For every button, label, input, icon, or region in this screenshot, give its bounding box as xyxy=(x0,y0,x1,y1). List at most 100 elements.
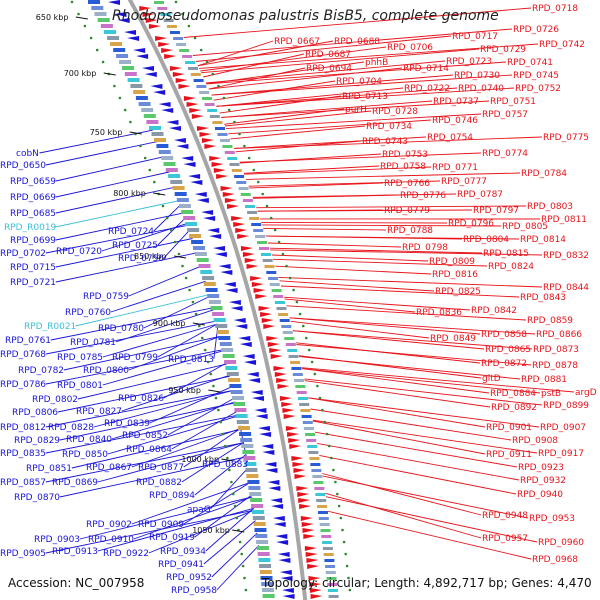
gene-label-left[interactable]: cobN xyxy=(16,149,39,159)
gene-label-left[interactable]: RPD_0721 xyxy=(10,278,56,288)
gene-label-right[interactable]: RPD_0723 xyxy=(446,57,492,67)
gene-label-right[interactable]: RPD_0805 xyxy=(502,222,548,232)
gene-label-right[interactable]: argD xyxy=(575,388,597,398)
gene-label-right[interactable]: RPD_0842 xyxy=(471,306,517,316)
gene-label-left[interactable]: RPD_0883 xyxy=(202,460,248,470)
gene-label-right[interactable]: gltD xyxy=(482,374,501,384)
gene-label-left[interactable]: RPD_0910 xyxy=(88,535,134,545)
gene-label-left[interactable]: RPD_0801 xyxy=(57,381,103,391)
gene-label-right[interactable]: RPD_0932 xyxy=(520,476,566,486)
gene-label-right[interactable]: RPD_0694 xyxy=(306,64,352,74)
gene-label-left[interactable]: RPD_0905 xyxy=(0,549,46,559)
gene-label-left[interactable]: RPD_0922 xyxy=(103,549,149,559)
gene-label-right[interactable]: RPD_0753 xyxy=(382,150,428,160)
gene-label-left[interactable]: RPD_0781 xyxy=(70,338,116,348)
gene-label-right[interactable]: RPD_0729 xyxy=(480,45,526,55)
gene-label-left[interactable]: RPD_0799 xyxy=(112,353,158,363)
gene-label-right[interactable]: RPD_0878 xyxy=(532,361,578,371)
gene-label-left[interactable]: RPD_0813 xyxy=(168,355,214,365)
gene-label-right[interactable]: RPD_0687 xyxy=(305,50,351,60)
gene-label-right[interactable]: RPD_0742 xyxy=(539,40,585,50)
gene-label-right[interactable]: RPD_0866 xyxy=(536,330,582,340)
rna-gene-label[interactable]: RPD_R0021 xyxy=(24,322,76,332)
gene-label-right[interactable]: RPD_0892 xyxy=(491,403,537,413)
gene-label-right[interactable]: RPD_0704 xyxy=(336,77,382,87)
gene-label-right[interactable]: RPD_0754 xyxy=(427,133,473,143)
gene-label-right[interactable]: purH xyxy=(345,105,367,115)
gene-label-right[interactable]: RPD_0743 xyxy=(362,137,408,147)
gene-label-left[interactable]: RPD_0685 xyxy=(10,209,56,219)
gene-label-right[interactable]: RPD_0734 xyxy=(366,122,412,132)
gene-label-right[interactable]: RPD_0777 xyxy=(441,177,487,187)
gene-label-right[interactable]: RPD_0849 xyxy=(430,334,476,344)
gene-label-right[interactable]: RPD_0728 xyxy=(372,107,418,117)
gene-label-left[interactable]: RPD_0851 xyxy=(26,464,72,474)
gene-label-right[interactable]: RPD_0836 xyxy=(416,308,462,318)
gene-label-right[interactable]: RPD_0774 xyxy=(482,149,528,159)
gene-label-left[interactable]: RPD_0806 xyxy=(12,408,58,418)
gene-label-right[interactable]: RPD_0957 xyxy=(482,534,528,544)
gene-label-right[interactable]: RPD_0788 xyxy=(387,226,433,236)
gene-label-right[interactable]: RPD_0796 xyxy=(448,219,494,229)
gene-label-left[interactable]: RPD_0720 xyxy=(56,247,102,257)
gene-label-left[interactable]: RPD_0669 xyxy=(10,193,56,203)
gene-label-right[interactable]: RPD_0751 xyxy=(490,97,536,107)
gene-label-right[interactable]: RPD_0844 xyxy=(543,283,589,293)
gene-label-right[interactable]: pstB xyxy=(541,389,561,399)
gene-label-left[interactable]: RPD_0725 xyxy=(112,241,158,251)
gene-label-right[interactable]: RPD_0784 xyxy=(521,169,567,179)
gene-label-right[interactable]: RPD_0718 xyxy=(532,4,578,14)
gene-label-left[interactable]: RPD_0827 xyxy=(76,407,122,417)
gene-label-right[interactable]: RPD_0741 xyxy=(507,58,553,68)
gene-label-left[interactable]: RPD_0869 xyxy=(52,478,98,488)
gene-label-left[interactable]: RPD_0867 xyxy=(86,463,132,473)
gene-label-right[interactable]: RPD_0948 xyxy=(482,511,528,521)
gene-label-right[interactable]: RPD_0872 xyxy=(481,359,527,369)
gene-label-right[interactable]: RPD_0714 xyxy=(403,64,449,74)
gene-label-right[interactable]: RPD_0899 xyxy=(543,401,589,411)
gene-label-right[interactable]: RPD_0787 xyxy=(457,190,503,200)
gene-label-left[interactable]: RPD_0958 xyxy=(171,586,217,596)
gene-label-left[interactable]: RPD_0857 xyxy=(0,478,46,488)
gene-label-right[interactable]: RPD_0815 xyxy=(483,249,529,259)
rna-gene-label[interactable]: RPD_R0019 xyxy=(4,223,57,233)
gene-label-right[interactable]: RPD_0873 xyxy=(533,345,579,355)
gene-label-left[interactable]: RPD_0913 xyxy=(52,547,98,557)
gene-label-right[interactable]: RPD_0757 xyxy=(482,110,528,120)
gene-label-right[interactable]: RPD_0798 xyxy=(402,243,448,253)
gene-label-right[interactable]: RPD_0824 xyxy=(488,262,534,272)
gene-label-right[interactable]: RPD_0953 xyxy=(529,514,575,524)
gene-label-left[interactable]: RPD_0894 xyxy=(149,491,195,501)
gene-label-right[interactable]: RPD_0758 xyxy=(380,162,426,172)
gene-label-right[interactable]: RPD_0960 xyxy=(538,538,584,548)
gene-label-right[interactable]: RPD_0766 xyxy=(384,179,430,189)
gene-label-left[interactable]: RPD_0782 xyxy=(18,366,64,376)
gene-label-right[interactable]: RPD_0825 xyxy=(435,287,481,297)
gene-label-right[interactable]: RPD_0858 xyxy=(481,330,527,340)
gene-label-left[interactable]: RPD_0864 xyxy=(126,445,172,455)
gene-label-right[interactable]: RPD_0804 xyxy=(463,235,509,245)
gene-label-right[interactable]: RPD_0901 xyxy=(486,423,532,433)
gene-label-left[interactable]: RPD_0828 xyxy=(48,423,94,433)
gene-label-left[interactable]: RPD_0785 xyxy=(57,353,103,363)
gene-label-left[interactable]: apaG xyxy=(187,505,211,515)
gene-label-right[interactable]: phhB xyxy=(365,58,388,68)
gene-label-right[interactable]: RPD_0940 xyxy=(517,490,563,500)
gene-label-left[interactable]: RPD_0877 xyxy=(138,463,184,473)
gene-label-left[interactable]: RPD_0761 xyxy=(5,336,51,346)
gene-label-right[interactable]: RPD_0816 xyxy=(432,270,478,280)
gene-label-right[interactable]: RPD_0923 xyxy=(518,463,564,473)
gene-label-right[interactable]: RPD_0667 xyxy=(274,37,320,47)
gene-label-right[interactable]: RPD_0726 xyxy=(513,25,559,35)
gene-label-left[interactable]: RPD_0780 xyxy=(98,324,144,334)
gene-label-left[interactable]: RPD_0952 xyxy=(166,573,212,583)
gene-label-left[interactable]: RPD_0852 xyxy=(122,431,168,441)
gene-label-left[interactable]: RPD_0760 xyxy=(65,308,111,318)
gene-label-left[interactable]: RPD_0759 xyxy=(83,292,129,302)
gene-label-left[interactable]: RPD_0909 xyxy=(138,520,184,530)
gene-label-right[interactable]: RPD_0730 xyxy=(454,71,500,81)
gene-label-left[interactable]: RPD_0934 xyxy=(160,547,206,557)
gene-label-right[interactable]: RPD_0746 xyxy=(432,116,478,126)
gene-label-right[interactable]: RPD_0881 xyxy=(521,375,567,385)
gene-label-right[interactable]: RPD_0884 xyxy=(490,389,536,399)
